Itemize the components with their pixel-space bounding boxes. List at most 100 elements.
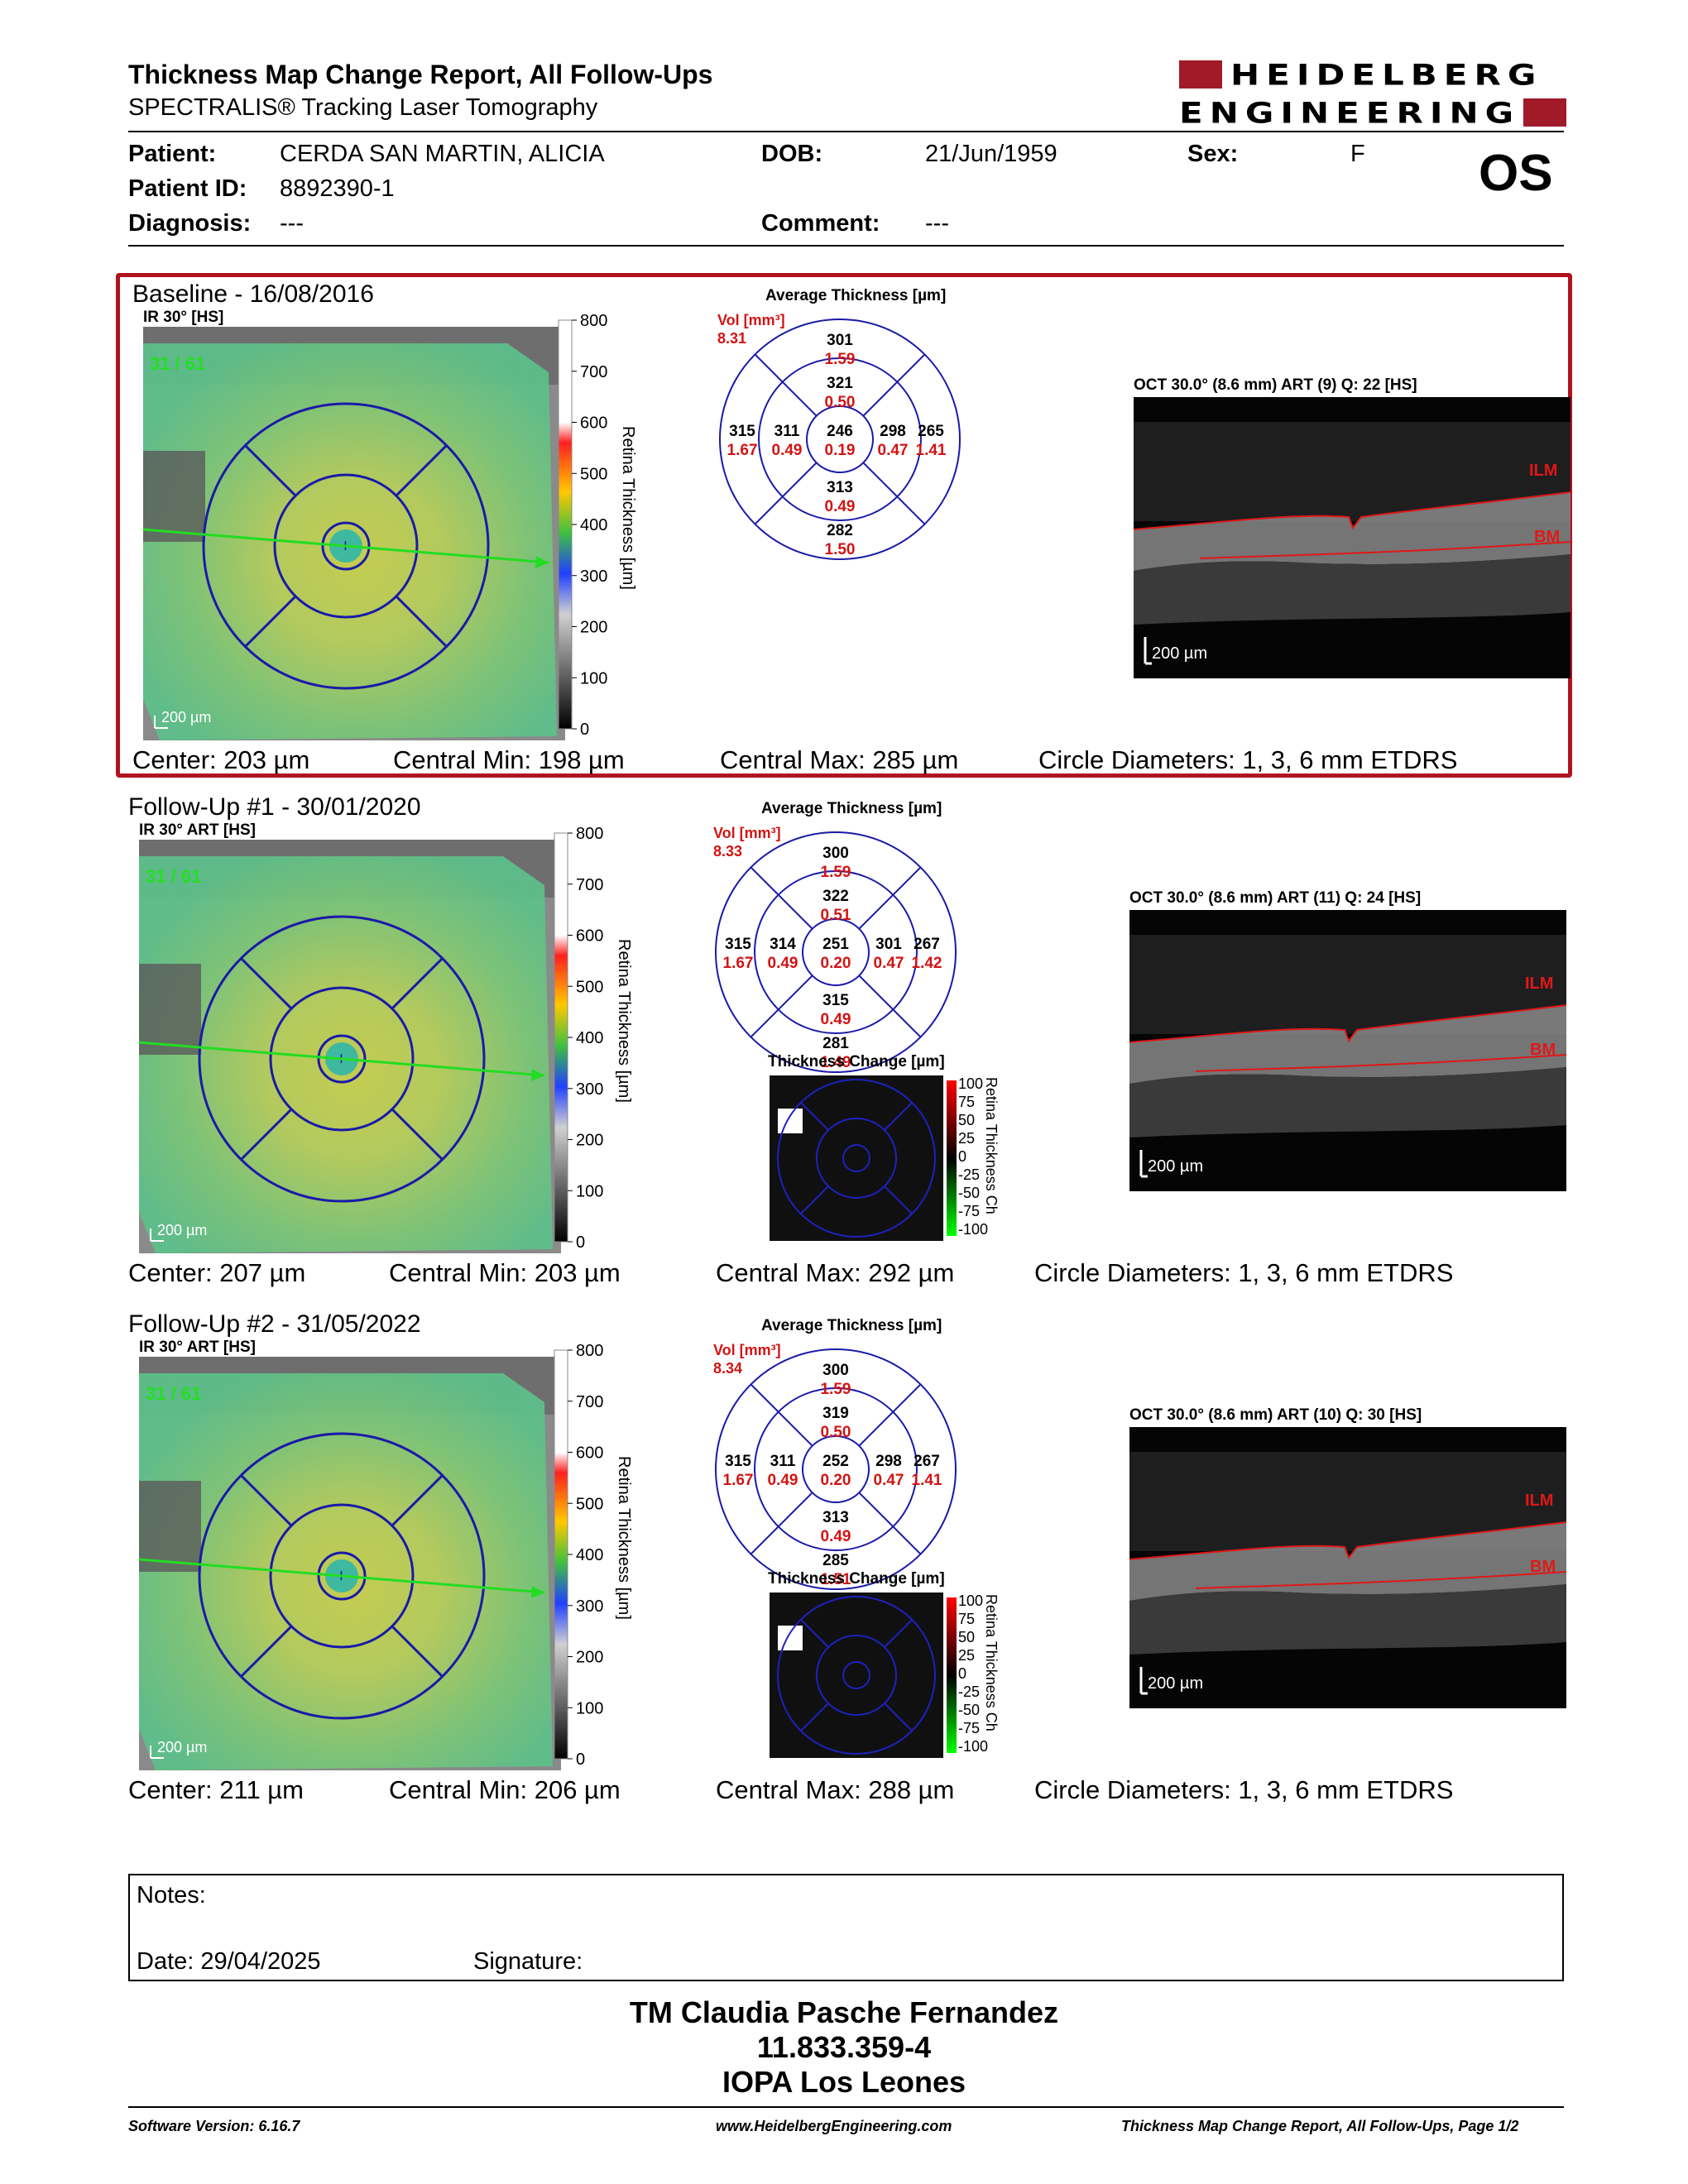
colorbar-tick: 100 [576,1699,603,1717]
etdrs-volume-outer_inf: 1.49 [821,1054,851,1071]
notes-label: Notes: [137,1882,206,1909]
change-colorbar-tick: 50 [958,1112,975,1128]
colorbar-tick: 800 [580,312,607,330]
change-colorbar-tick: 100 [958,1075,983,1092]
etdrs-thickness-inner_inf: 313 [827,479,853,496]
etdrs-thickness-outer_inf: 285 [822,1552,849,1569]
etdrs-thickness-center: 252 [822,1453,849,1470]
bm-label: BM [1534,528,1560,546]
oct-bscan-image[interactable]: ILM BM 200 µm [1134,397,1571,678]
exam-section: Follow-Up #1 - 30/01/2020 IR 30° ART [HS]… [116,790,1572,1295]
average-thickness-title: Average Thickness [µm] [761,800,942,817]
etdrs-thickness-inner_temp: 311 [774,423,800,440]
etdrs-volume-inner_nasal: 0.47 [874,955,904,972]
colorbar-tick: 200 [576,1649,603,1667]
logo-square-icon [1179,60,1222,89]
etdrs-thickness-outer_inf: 281 [822,1035,849,1052]
comment-value: --- [925,210,949,237]
etdrs-volume-inner_inf: 0.49 [821,1011,851,1028]
change-colorbar-tick: 0 [958,1148,966,1165]
comment-label: Comment: [761,210,880,237]
colorbar-tick: 800 [576,1342,603,1360]
patient-id-value: 8892390-1 [280,175,395,202]
exam-section: Follow-Up #2 - 31/05/2022 IR 30° ART [HS]… [116,1307,1572,1812]
etdrs-thickness-inner_nasal: 301 [875,936,902,953]
colorbar-tick: 300 [576,1597,603,1616]
notes-box[interactable]: Notes: Date: 29/04/2025 Signature: [128,1874,1564,1981]
stat-circle: Circle Diameters: 1, 3, 6 mm ETDRS [1034,1775,1454,1804]
stat-central-max: Central Max: 292 µm [716,1258,955,1287]
page-indicator: Thickness Map Change Report, All Follow-… [1121,2118,1519,2134]
signatory-name: TM Claudia Pasche Fernandez [629,1995,1059,2029]
website-link[interactable]: www.HeidelbergEngineering.com [716,2118,952,2134]
etdrs-volume-outer_inf: 1.51 [821,1571,851,1588]
colorbar-tick: 700 [576,1393,603,1411]
colorbar-tick: 700 [580,363,607,381]
etdrs-thickness-outer_sup: 300 [822,1362,849,1379]
scan-line[interactable] [139,1558,545,1594]
ir-scalebar: 200 µm [161,709,211,726]
colorbar-tick: 200 [580,619,607,637]
volume-label: Vol [mm³] [713,1342,781,1358]
thickness-colorbar: 800 700 600 500 400 300 200 100 0 Retina Thicknes… [558,312,637,739]
ir-scalebar: 200 µm [157,1222,207,1238]
thickness-colorbar: 800 700 600 500 400 300 200 100 0 Retina Thicknes… [554,825,633,1252]
bm-label: BM [1530,1041,1556,1059]
software-version: Software Version: 6.16.7 [128,2118,300,2134]
slice-counter: 31 / 61 [150,353,205,374]
change-colorbar-tick: 25 [958,1130,975,1147]
colorbar-tick: 800 [576,825,603,843]
change-colorbar-tick: 50 [958,1629,975,1645]
change-colorbar-tick: 25 [958,1647,975,1664]
ilm-segmentation [1134,491,1571,530]
colorbar-tick: 600 [576,1444,603,1463]
thickness-colorbar: 800 700 600 500 400 300 200 100 0 Retina Thicknes… [554,1342,633,1769]
scan-arrow-icon [531,1069,544,1081]
colorbar-tick: 200 [576,1132,603,1150]
oct-scan-title: OCT 30.0° (8.6 mm) ART (10) Q: 30 [HS] [1129,1406,1422,1424]
ilm-segmentation [1129,1521,1566,1560]
total-volume: 8.33 [713,843,742,860]
colorbar-label: Retina Thickness [µm] [615,939,633,1103]
scan-line[interactable] [139,1041,545,1077]
volume-label: Vol [mm³] [717,312,785,328]
colorbar-tick: 300 [580,568,607,586]
volume-label: Vol [mm³] [713,825,781,841]
etdrs-thickness-inner_nasal: 298 [880,423,906,440]
patient-name: CERDA SAN MARTIN, ALICIA [280,141,605,167]
etdrs-volume-inner_temp: 0.49 [772,442,803,459]
etdrs-thickness-outer_temp: 315 [725,1453,751,1470]
retina-layers [1134,492,1571,571]
bm-segmentation [1199,541,1571,559]
thickness-change-title: Thickness Change [µm] [768,1053,945,1070]
stat-central-min: Central Min: 203 µm [389,1258,621,1287]
stat-center: Center: 211 µm [128,1775,304,1804]
average-thickness-title: Average Thickness [µm] [761,1317,942,1334]
change-colorbar-tick: 0 [958,1665,966,1682]
retina-layers [1129,1522,1566,1601]
etdrs-overlay [198,1432,486,1720]
etdrs-volume-inner_sup: 0.50 [821,1424,851,1441]
oct-bscan-image[interactable]: ILM BM 200 µm [1129,910,1566,1191]
etdrs-volume-center: 0.19 [825,442,856,459]
header-divider [128,131,1564,132]
scan-line[interactable] [143,528,549,564]
change-colorbar-tick: -75 [958,1720,980,1736]
sex-value: F [1350,141,1365,167]
total-volume: 8.34 [713,1360,742,1377]
oct-bscan-image[interactable]: ILM BM 200 µm [1129,1427,1566,1708]
oct-scalebar: 200 µm [1152,644,1207,663]
oct-scalebar: 200 µm [1148,1674,1203,1693]
logo-square-icon [1523,98,1567,127]
dob-label: DOB: [761,141,823,167]
colorbar-tick: 600 [580,414,607,433]
optic-disc-shadow [139,964,201,1055]
report-title: Thickness Map Change Report, All Follow-… [128,60,713,89]
etdrs-thickness-grid: Vol [mm³] 8.33 251 0.20 322 0.51 315 0.49 314 0.4… [713,825,957,1073]
